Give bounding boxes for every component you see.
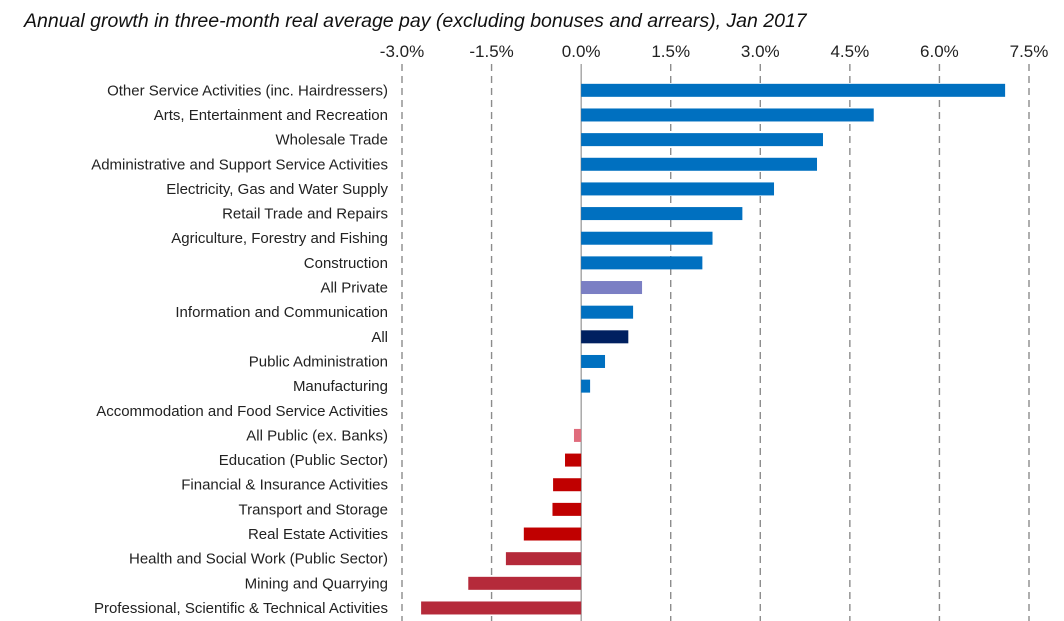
- bar: [505, 552, 582, 566]
- bar: [421, 601, 582, 615]
- category-label: Construction: [304, 255, 388, 272]
- category-label: All Public (ex. Banks): [246, 427, 388, 444]
- category-label: Transport and Storage: [238, 501, 388, 518]
- chart-title: Annual growth in three-month real averag…: [24, 10, 807, 32]
- category-label: Professional, Scientific & Technical Act…: [94, 600, 388, 617]
- category-label: Public Administration: [249, 353, 388, 370]
- category-label: Mining and Quarrying: [245, 575, 388, 592]
- category-label: All: [371, 329, 388, 346]
- bar: [581, 157, 818, 171]
- x-tick-label: 1.5%: [651, 42, 690, 61]
- bar: [468, 576, 582, 590]
- gridlines: [401, 64, 1030, 621]
- bar: [565, 453, 582, 467]
- x-tick-label: 4.5%: [830, 42, 869, 61]
- category-label: All Private: [320, 280, 388, 297]
- category-label: Health and Social Work (Public Sector): [129, 551, 388, 568]
- x-tick-label: 0.0%: [562, 42, 601, 61]
- bar: [581, 207, 743, 221]
- bar: [581, 281, 643, 295]
- category-label: Education (Public Sector): [219, 452, 388, 469]
- bar: [581, 379, 591, 393]
- category-label: Accommodation and Food Service Activitie…: [96, 403, 388, 420]
- x-tick-label: 6.0%: [920, 42, 959, 61]
- category-label: Other Service Activities (inc. Hairdress…: [107, 82, 388, 99]
- category-labels: Other Service Activities (inc. Hairdress…: [91, 82, 388, 617]
- category-label: Retail Trade and Repairs: [222, 206, 388, 223]
- category-label: Arts, Entertainment and Recreation: [154, 107, 388, 124]
- bar: [523, 527, 582, 541]
- category-label: Real Estate Activities: [248, 526, 388, 543]
- category-label: Manufacturing: [293, 378, 388, 395]
- x-axis: -3.0% -1.5% 0.0% 1.5% 3.0% 4.5% 6.0% 7.5%: [380, 42, 1049, 61]
- bar: [581, 305, 634, 319]
- category-label: Agriculture, Forestry and Fishing: [171, 230, 388, 247]
- category-label: Administrative and Support Service Activ…: [91, 156, 388, 173]
- x-tick-label: -1.5%: [469, 42, 513, 61]
- bar: [553, 478, 582, 492]
- bar: [581, 256, 703, 270]
- category-label: Electricity, Gas and Water Supply: [166, 181, 388, 198]
- bar: [581, 354, 606, 368]
- bar: [581, 231, 713, 245]
- x-tick-label: -3.0%: [380, 42, 424, 61]
- bar: [552, 502, 582, 516]
- category-label: Financial & Insurance Activities: [181, 477, 388, 494]
- bar: [581, 330, 629, 344]
- category-label: Information and Communication: [175, 304, 388, 321]
- bar: [581, 108, 874, 122]
- bars: [421, 83, 1006, 615]
- category-label: Wholesale Trade: [275, 132, 388, 149]
- bar: [581, 182, 775, 196]
- bar: [581, 133, 823, 147]
- bar: [581, 83, 1006, 97]
- bar: [573, 428, 582, 442]
- x-tick-label: 3.0%: [741, 42, 780, 61]
- x-tick-label: 7.5%: [1010, 42, 1049, 61]
